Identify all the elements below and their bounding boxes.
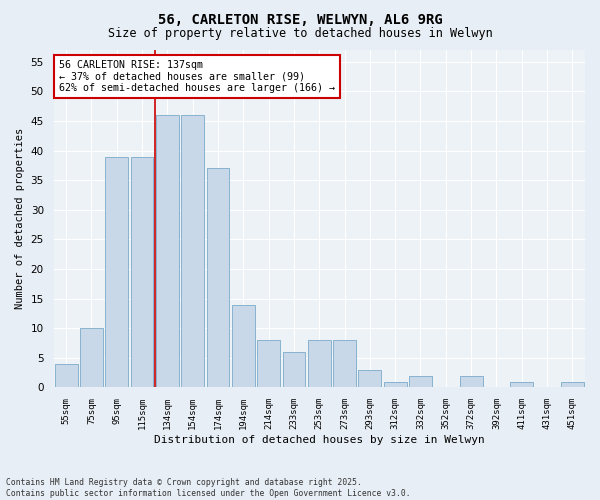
Bar [257, 340, 280, 388]
Bar [80, 328, 103, 388]
Bar [131, 156, 154, 388]
X-axis label: Distribution of detached houses by size in Welwyn: Distribution of detached houses by size … [154, 435, 485, 445]
Bar [511, 382, 533, 388]
Bar [358, 370, 381, 388]
Bar [409, 376, 432, 388]
Bar [206, 168, 229, 388]
Bar [384, 382, 407, 388]
Text: 56 CARLETON RISE: 137sqm
← 37% of detached houses are smaller (99)
62% of semi-d: 56 CARLETON RISE: 137sqm ← 37% of detach… [59, 60, 335, 94]
Bar [308, 340, 331, 388]
Text: 56, CARLETON RISE, WELWYN, AL6 9RG: 56, CARLETON RISE, WELWYN, AL6 9RG [158, 12, 442, 26]
Bar [181, 115, 204, 388]
Bar [55, 364, 77, 388]
Text: Size of property relative to detached houses in Welwyn: Size of property relative to detached ho… [107, 28, 493, 40]
Bar [283, 352, 305, 388]
Bar [106, 156, 128, 388]
Y-axis label: Number of detached properties: Number of detached properties [15, 128, 25, 310]
Bar [232, 304, 255, 388]
Bar [561, 382, 584, 388]
Bar [460, 376, 482, 388]
Bar [333, 340, 356, 388]
Text: Contains HM Land Registry data © Crown copyright and database right 2025.
Contai: Contains HM Land Registry data © Crown c… [6, 478, 410, 498]
Bar [156, 115, 179, 388]
